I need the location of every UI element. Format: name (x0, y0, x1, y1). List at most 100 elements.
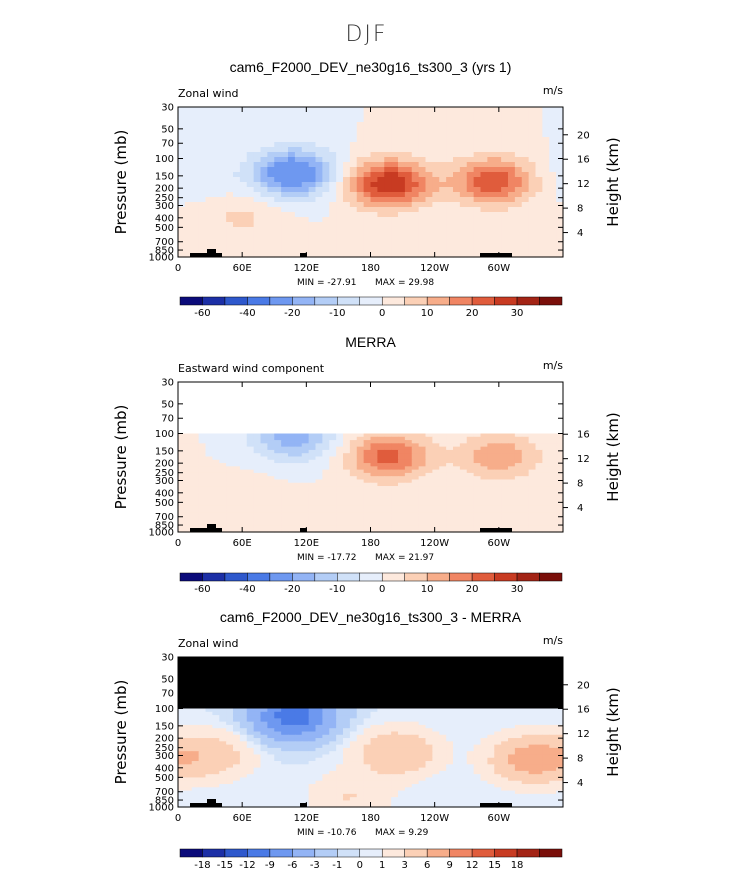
field-cell (329, 192, 337, 198)
field-cell (301, 770, 310, 775)
field-cell (329, 472, 337, 477)
field-cell (487, 242, 495, 248)
field-cell (288, 137, 296, 143)
field-cell (418, 212, 427, 218)
field-cell (233, 482, 241, 487)
field-cell (501, 132, 509, 138)
field-cell (363, 132, 372, 138)
field-cell (212, 751, 220, 756)
field-cell (535, 525, 543, 530)
field-cell (384, 440, 392, 444)
field-cell (439, 217, 447, 223)
field-cell (184, 449, 193, 454)
field-cell (219, 132, 227, 138)
field-cell (459, 522, 468, 527)
field-cell (494, 443, 502, 448)
field-cell (198, 764, 207, 769)
field-cell (274, 132, 282, 138)
field-cell (535, 489, 543, 494)
field-cell (294, 734, 303, 739)
field-cell (356, 147, 365, 153)
field-cell (260, 744, 268, 749)
field-cell (343, 167, 351, 173)
field-cell (411, 187, 420, 193)
field-cell (184, 499, 193, 504)
field-cell (178, 751, 186, 756)
field-cell (363, 192, 372, 198)
field-cell (439, 741, 447, 746)
field-cell (432, 237, 440, 243)
field-cell (391, 132, 399, 138)
field-cell (377, 728, 385, 733)
field-cell (432, 787, 440, 792)
y2-tick-label: 16 (577, 155, 590, 166)
field-cell (508, 502, 516, 507)
field-cell (363, 237, 372, 243)
field-cell (459, 440, 468, 444)
field-cell (212, 522, 220, 527)
field-cell (356, 492, 365, 497)
field-cell (233, 486, 241, 490)
field-cell (363, 202, 372, 208)
field-cell (198, 237, 207, 243)
field-cell (549, 456, 557, 461)
field-cell (288, 147, 296, 153)
field-cell (349, 449, 358, 454)
field-cell (219, 492, 227, 497)
field-cell (480, 731, 488, 736)
field-cell (356, 751, 365, 756)
field-cell (370, 747, 378, 752)
field-cell (260, 767, 268, 772)
field-cell (301, 780, 310, 785)
field-cell (425, 728, 433, 733)
field-cell (453, 486, 461, 490)
field-cell (308, 217, 317, 223)
field-cell (322, 764, 330, 769)
field-cell (356, 482, 365, 487)
field-cell (556, 192, 564, 198)
field-cell (404, 512, 413, 517)
field-cell (377, 472, 385, 477)
field-cell (253, 764, 262, 769)
field-cell (178, 446, 186, 451)
field-cell (294, 222, 303, 228)
field-cell (398, 222, 406, 228)
field-cell (226, 509, 234, 513)
field-cell (315, 142, 323, 148)
field-cell (301, 443, 310, 448)
field-cell (446, 122, 454, 128)
field-cell (281, 449, 289, 454)
field-cell (301, 499, 310, 504)
field-cell (191, 202, 200, 208)
field-cell (494, 466, 502, 471)
field-cell (336, 784, 344, 788)
field-cell (343, 227, 351, 233)
field-cell (480, 525, 488, 530)
field-cell (556, 718, 564, 723)
field-cell (521, 117, 530, 123)
field-cell (205, 718, 213, 723)
topography-mask (480, 253, 512, 257)
field-cell (542, 476, 550, 481)
field-cell (411, 764, 420, 769)
field-cell (274, 731, 282, 736)
field-cell (370, 718, 378, 723)
field-cell (384, 731, 392, 736)
field-cell (480, 466, 488, 471)
field-cell (453, 440, 461, 444)
field-cell (411, 459, 420, 464)
field-cell (466, 495, 475, 500)
field-cell (473, 459, 482, 464)
field-cell (246, 227, 255, 233)
field-cell (267, 459, 275, 464)
field-cell (239, 518, 248, 523)
field-cell (425, 724, 433, 729)
field-cell (542, 518, 550, 523)
colorbar-swatch (404, 296, 428, 306)
field-cell (239, 112, 248, 118)
field-cell (370, 518, 378, 523)
field-cell (315, 182, 323, 188)
field-cell (294, 522, 303, 527)
field-cell (281, 509, 289, 513)
field-cell (521, 482, 530, 487)
